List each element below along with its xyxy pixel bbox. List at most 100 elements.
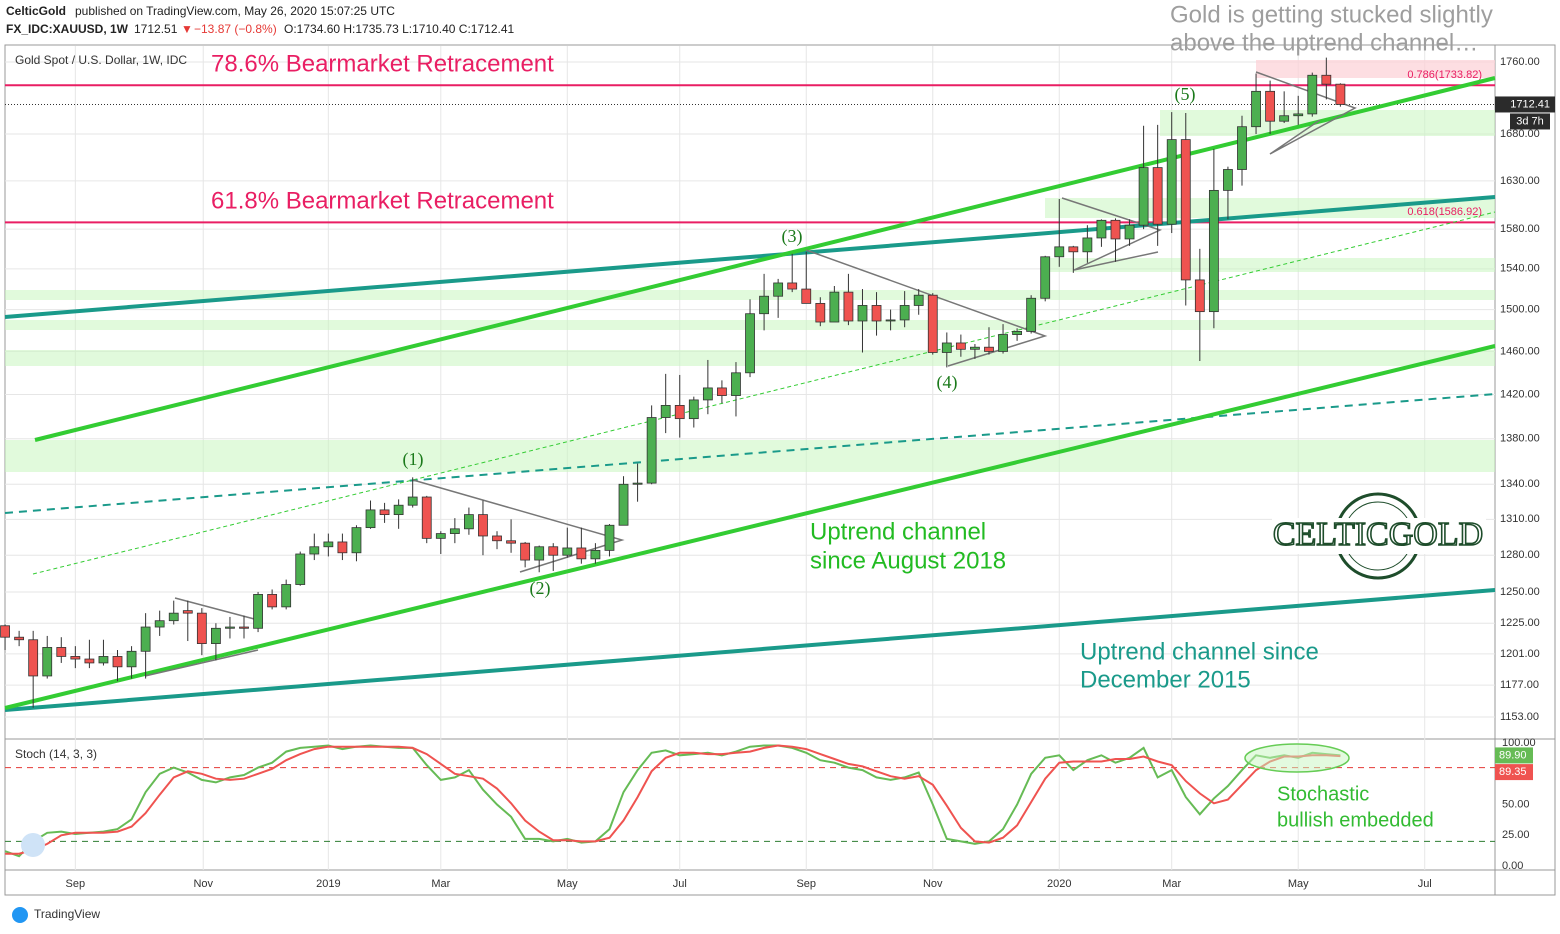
y2-tick-label: 0.00 (1502, 860, 1523, 872)
zone (5, 290, 1495, 300)
candle-body (225, 626, 235, 629)
y-tick-label: 1225.00 (1500, 617, 1540, 629)
pattern-line (1061, 197, 1163, 271)
note: Gold is getting stucked slightly (1170, 1, 1493, 28)
candle-body (98, 656, 109, 664)
candle-body (984, 346, 994, 352)
candle-body (211, 627, 221, 644)
candle-body (829, 291, 840, 323)
y-tick-label: 1250.00 (1500, 586, 1540, 598)
candle-body (28, 639, 39, 677)
teal-upper (4, 195, 1496, 319)
candle-body (126, 650, 137, 668)
candle-body (899, 305, 910, 321)
candle-body (168, 612, 179, 622)
candle-body (492, 535, 502, 542)
candle-body (1307, 74, 1318, 115)
candle-body (787, 282, 798, 290)
note: Uptrend channel since (1080, 638, 1319, 665)
candle-body (857, 305, 868, 322)
candle-body (1237, 126, 1247, 170)
value-label: 89.35 (1499, 766, 1527, 778)
note: bullish embedded (1277, 809, 1434, 831)
candle-body (801, 288, 812, 304)
pattern-line (805, 249, 1048, 367)
ohlc: O:1734.60 H:1735.73 L:1710.40 C:1712.41 (284, 22, 515, 36)
candle-body (435, 533, 446, 539)
last: 1712.51 (134, 22, 178, 36)
patterns (144, 71, 1357, 677)
symbol: FX_IDC:XAUUSD, 1W (6, 22, 129, 36)
x-tick-label: May (557, 878, 578, 890)
candle-body (421, 496, 432, 539)
candle-body (1166, 139, 1177, 225)
candle-body (365, 509, 376, 529)
published: published on TradingView.com, May 26, 20… (75, 4, 395, 18)
candle-body (1110, 219, 1121, 240)
candle-body (267, 594, 278, 608)
candle-body (843, 291, 854, 322)
price-label: 1712.41 (1510, 98, 1550, 110)
candle-body (970, 346, 980, 350)
wave-label: (3) (782, 226, 803, 247)
y-tick-label: 1760.00 (1500, 56, 1540, 68)
stoch-line (4, 744, 1341, 858)
y2-tick-label: 100.00 (1502, 737, 1536, 749)
candle-body (1124, 224, 1135, 240)
note: since August 2018 (810, 547, 1006, 574)
indicator-title: Stoch (14, 3, 3) (15, 747, 97, 761)
candle-body (604, 524, 615, 551)
candle-body (1012, 331, 1022, 335)
candle-body (253, 594, 263, 629)
candle-body (70, 656, 81, 660)
chart-title: Gold Spot / U.S. Dollar, 1W, IDC (15, 53, 187, 67)
x-tick-label: Jul (673, 878, 687, 890)
x-tick-label: May (1288, 878, 1309, 890)
y-tick-label: 1540.00 (1500, 263, 1540, 275)
candle-body (1068, 246, 1079, 253)
y-tick-label: 1630.00 (1500, 175, 1540, 187)
candle-body (562, 547, 573, 556)
resistance-zone (1256, 60, 1495, 78)
candle-body (1054, 246, 1065, 258)
y-tick-label: 1201.00 (1500, 648, 1540, 660)
candle-body (14, 636, 25, 641)
candle-body (140, 626, 151, 652)
countdown-box (1510, 113, 1550, 130)
candle-body (688, 399, 699, 420)
candle-body (1096, 219, 1107, 239)
candle-body (927, 294, 938, 353)
note: December 2015 (1080, 666, 1251, 693)
y-tick-label: 1280.00 (1500, 549, 1540, 561)
candle-body (1152, 167, 1163, 225)
fib-text: 61.8% Bearmarket Retracement (211, 188, 554, 215)
green-upper (34, 76, 1496, 442)
candle-body (379, 509, 390, 516)
logo-text: CELTICGOLD (1273, 516, 1483, 553)
candle-body (407, 496, 418, 506)
candle-body (478, 514, 488, 537)
candle-body (1293, 113, 1304, 117)
candle-body (337, 541, 348, 554)
value-box (1495, 747, 1533, 764)
author: CelticGold (6, 4, 66, 18)
x-tick-label: Nov (193, 878, 213, 890)
green-lower (4, 344, 1496, 710)
tv-badge (21, 833, 45, 857)
candle-body (281, 584, 292, 608)
x-tick-label: Mar (1162, 878, 1181, 890)
candle-body (112, 656, 123, 668)
x-tick-label: Mar (431, 878, 450, 890)
note: Stochastic (1277, 783, 1369, 805)
footer[interactable]: TradingView (34, 907, 100, 921)
x-tick-label: Sep (66, 878, 86, 890)
candle-body (84, 658, 95, 664)
teal-midline (4, 393, 1496, 514)
candle-body (759, 295, 769, 315)
candle-body (745, 313, 755, 374)
logo: CELTICGOLD (1272, 492, 1486, 580)
candle-body (576, 547, 587, 560)
candle-body (941, 342, 952, 353)
candle-body (1279, 115, 1290, 122)
